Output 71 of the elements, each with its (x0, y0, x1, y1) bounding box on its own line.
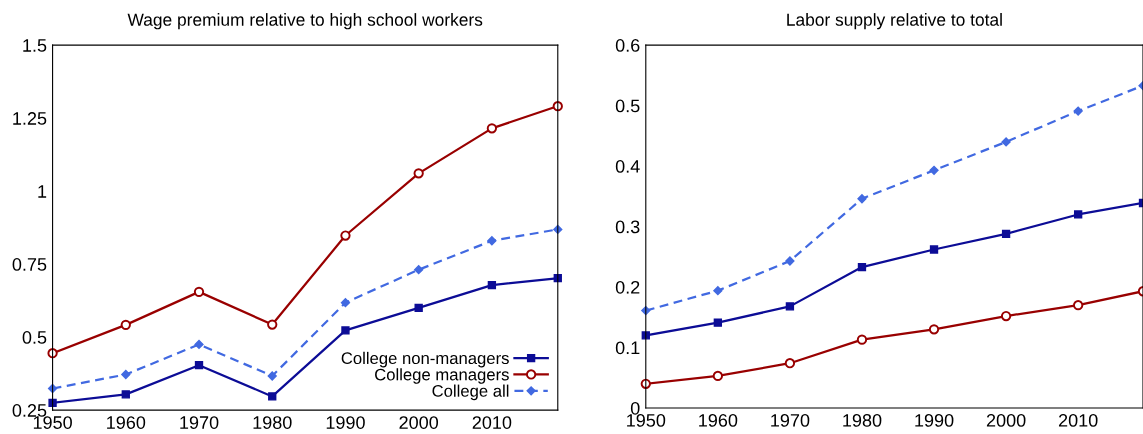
point (785, 256, 795, 266)
y-tick-label: 1.25 (13, 112, 47, 125)
point (121, 369, 131, 380)
x-tick-label: 1950 (33, 416, 72, 429)
point (120, 319, 131, 330)
x-tick-label: 1990 (326, 416, 365, 429)
point (1073, 300, 1084, 311)
point (414, 265, 424, 275)
y-tick-label: 1.5 (23, 39, 47, 52)
x-tick-label: 1960 (107, 416, 146, 429)
point (121, 390, 130, 399)
y-tick-label: 0.5 (615, 99, 640, 113)
point (340, 298, 351, 308)
point (194, 339, 204, 350)
point (486, 123, 498, 134)
point (856, 334, 868, 345)
point (713, 286, 723, 296)
point (1001, 137, 1011, 147)
point (785, 302, 795, 311)
y-tick-label: 0.75 (12, 258, 47, 271)
point (1001, 229, 1011, 238)
y-tick-label: 0 (630, 401, 640, 415)
point (268, 392, 277, 401)
point (413, 168, 424, 179)
point (487, 280, 497, 290)
legend-label: College all (432, 384, 509, 401)
x-tick-label: 2000 (399, 416, 439, 429)
y-tick-label: 0.1 (615, 341, 640, 355)
x-tick-label: 1980 (253, 416, 292, 429)
x-tick-label: 1960 (699, 413, 738, 427)
x-tick-label: 2000 (986, 413, 1026, 427)
y-tick-label: 1 (38, 185, 47, 198)
point (784, 358, 796, 369)
point (341, 326, 350, 335)
y-tick-label: 0.25 (12, 404, 47, 417)
y-tick-label: 0.3 (615, 220, 640, 234)
y-tick-label: 0.4 (615, 160, 640, 173)
point (193, 286, 205, 298)
y-tick-label: 0.5 (22, 331, 47, 344)
chart-title: Wage premium relative to high school workers (127, 13, 483, 30)
point (552, 101, 563, 112)
point (929, 165, 939, 175)
legend-label: College managers (375, 368, 509, 384)
point (1073, 210, 1083, 219)
chart-title: Labor supply relative to total (787, 13, 1002, 30)
x-tick-label: 2010 (472, 416, 512, 429)
point (641, 331, 650, 340)
point (267, 319, 278, 330)
point (340, 230, 351, 241)
legend-label: College non-managers (341, 351, 509, 368)
point (487, 236, 497, 246)
point (1000, 310, 1012, 322)
point (857, 194, 867, 204)
x-tick-label: 1970 (180, 416, 219, 429)
x-tick-label: 1950 (627, 413, 666, 427)
x-tick-label: 1990 (915, 413, 954, 427)
point (414, 303, 423, 313)
y-tick-label: 0.2 (615, 280, 640, 294)
point (713, 318, 723, 327)
point (857, 262, 867, 272)
point (928, 324, 940, 335)
y-tick-label: 0.6 (615, 39, 640, 52)
point (48, 398, 57, 407)
point (194, 360, 204, 370)
x-tick-label: 1980 (843, 413, 882, 427)
point (267, 371, 277, 381)
x-tick-label: 1970 (771, 413, 810, 427)
point (1073, 106, 1083, 116)
point (929, 245, 939, 254)
point (712, 370, 723, 382)
x-tick-label: 2010 (1058, 413, 1098, 427)
